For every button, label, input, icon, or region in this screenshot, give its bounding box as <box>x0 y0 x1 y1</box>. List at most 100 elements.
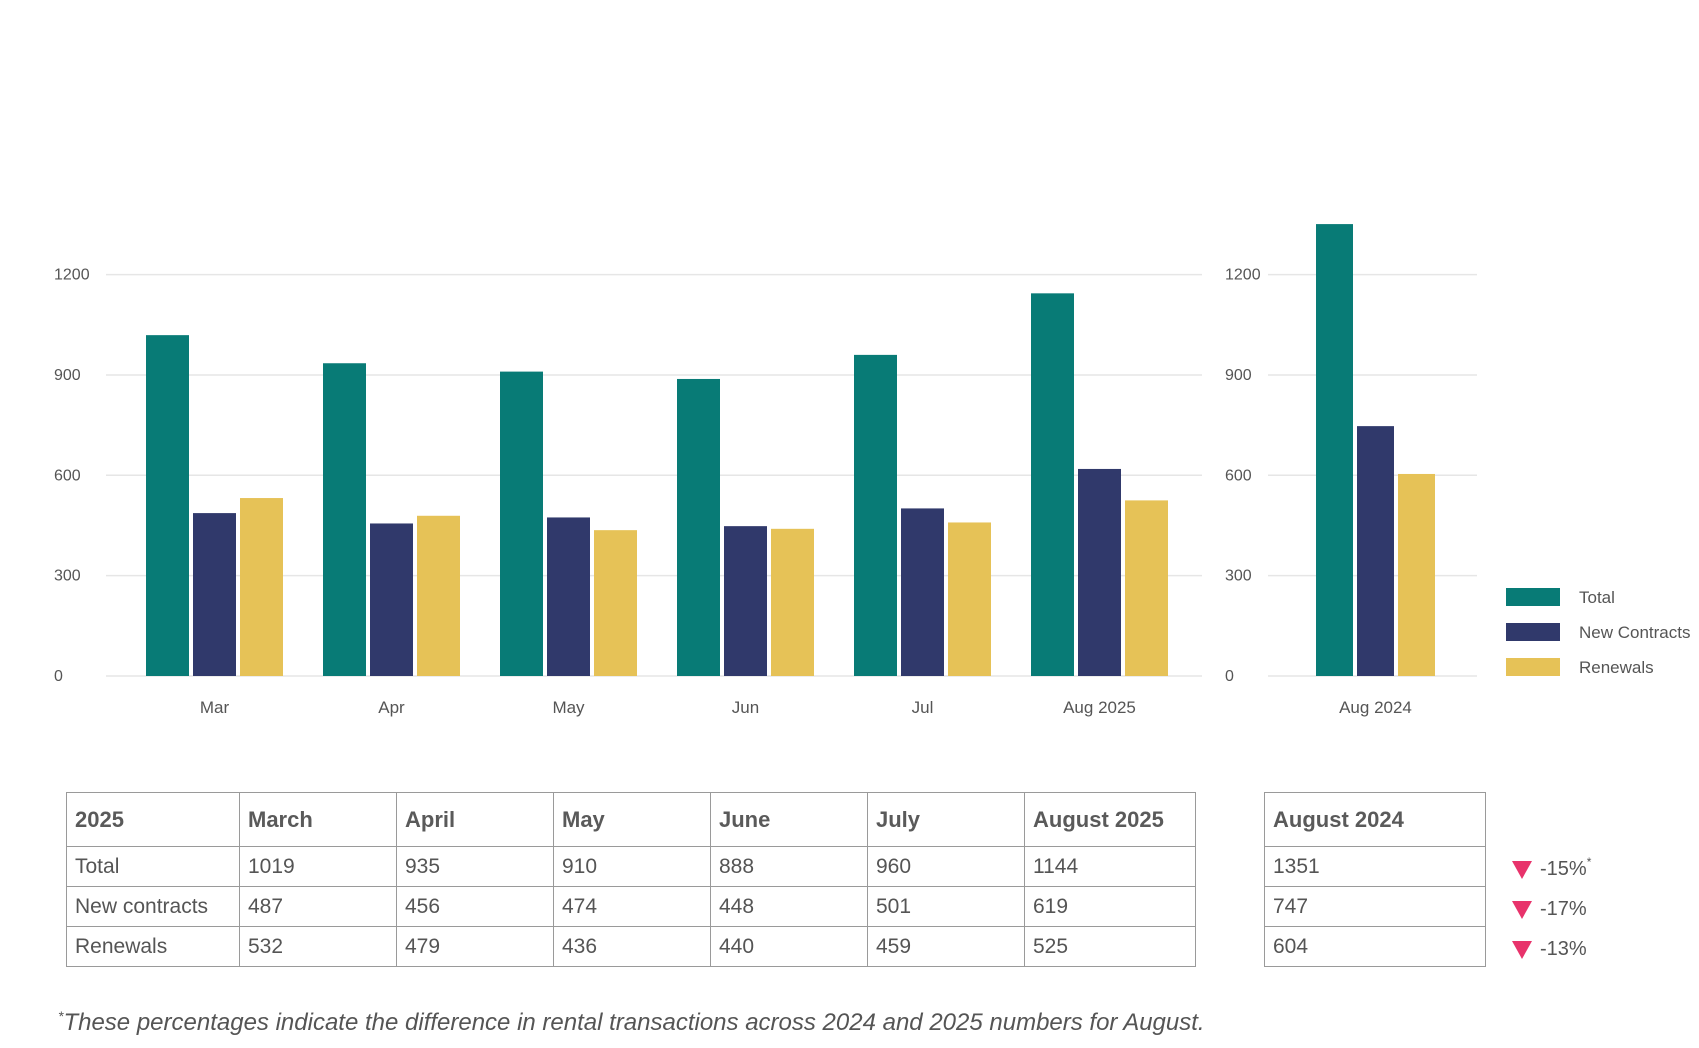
y-tick-label: 1200 <box>54 267 90 284</box>
y-tick-label: 900 <box>1225 367 1252 384</box>
x-tick-label: Mar <box>200 698 230 717</box>
x-tick-label: May <box>552 698 585 717</box>
table-row: 1351 <box>1264 846 1486 887</box>
table-cell: 960 <box>867 846 1025 887</box>
bar <box>1125 500 1168 676</box>
bar <box>500 371 543 676</box>
table-row: Renewals 532 479 436 440 459 525 <box>66 926 1196 967</box>
table-cell: 747 <box>1264 886 1486 927</box>
bar <box>1398 473 1435 676</box>
y-tick-label: 900 <box>54 367 81 384</box>
table-cell: 459 <box>867 926 1025 967</box>
table-cell: 474 <box>553 886 711 927</box>
bar <box>901 508 944 676</box>
bar <box>854 354 897 676</box>
bar <box>948 522 991 676</box>
x-tick-label: Aug 2025 <box>1063 698 1136 717</box>
y-tick-label: 300 <box>54 568 81 585</box>
table-header-cell: August 2025 <box>1024 792 1196 847</box>
y-tick-label: 1200 <box>1225 267 1261 284</box>
table-cell: Renewals <box>66 926 240 967</box>
table-header-cell: August 2024 <box>1264 792 1486 847</box>
bar <box>1078 468 1121 676</box>
table-row: 604 <box>1264 926 1486 967</box>
bar <box>594 530 637 676</box>
table-cell: 501 <box>867 886 1025 927</box>
legend-label: New Contracts <box>1579 623 1690 642</box>
x-tick-label: Aug 2024 <box>1339 698 1412 717</box>
table-header-row: August 2024 <box>1264 792 1486 847</box>
change-value: -17% <box>1540 898 1587 920</box>
table-header-cell: July <box>867 792 1025 847</box>
bar <box>323 363 366 676</box>
change-renewals: -13% <box>1512 938 1587 961</box>
table-header-cell: May <box>553 792 711 847</box>
change-new-contracts: -17% <box>1512 898 1587 921</box>
monthly-table: 2025 March April May June July August 20… <box>66 792 1196 967</box>
table-cell: 448 <box>710 886 868 927</box>
aug-2024-table: August 2024 1351 747 604 <box>1264 792 1486 967</box>
table-cell: 619 <box>1024 886 1196 927</box>
table-cell: 479 <box>396 926 554 967</box>
x-tick-label: Jun <box>732 698 759 717</box>
change-total: -15% * <box>1512 854 1592 881</box>
legend-swatch <box>1506 658 1560 676</box>
table-row: Total 1019 935 910 888 960 1144 <box>66 846 1196 887</box>
y-tick-label: 600 <box>54 467 81 484</box>
table-header-cell: March <box>239 792 397 847</box>
bar <box>146 335 189 676</box>
main-chart: 0 300 600 900 1200 Mar Apr May Jun Jul Aug 2025 <box>54 267 1202 717</box>
aug-2024-chart: 0 300 600 900 1200 Aug 2024 <box>1225 224 1477 717</box>
table-cell: Total <box>66 846 240 887</box>
bar <box>771 528 814 676</box>
bar <box>677 378 720 676</box>
y-tick-label: 300 <box>1225 568 1252 585</box>
y-tick-label: 0 <box>1225 668 1234 685</box>
bar <box>547 517 590 676</box>
table-cell: 888 <box>710 846 868 887</box>
table-cell: 487 <box>239 886 397 927</box>
y-tick-label: 600 <box>1225 467 1252 484</box>
down-arrow-icon <box>1512 940 1532 959</box>
bar <box>417 515 460 676</box>
x-tick-label: Apr <box>378 698 405 717</box>
legend: Total New Contracts Renewals <box>1506 588 1690 677</box>
table-cell: 1351 <box>1264 846 1486 887</box>
y-tick-label: 0 <box>54 668 63 685</box>
table-cell: 935 <box>396 846 554 887</box>
footnote: *These percentages indicate the differen… <box>58 1008 1205 1037</box>
legend-label: Total <box>1579 588 1615 607</box>
charts-area: 0 300 600 900 1200 Mar Apr May Jun Jul Aug 2025 0 3… <box>54 224 1690 717</box>
footnote-marker: * <box>58 1008 64 1024</box>
table-cell: 456 <box>396 886 554 927</box>
table-cell: 1019 <box>239 846 397 887</box>
bar <box>1316 224 1353 676</box>
table-row: 747 <box>1264 886 1486 927</box>
change-value: -13% <box>1540 938 1587 960</box>
bar <box>1031 293 1074 676</box>
table-row: New contracts 487 456 474 448 501 619 <box>66 886 1196 927</box>
footnote-text: These percentages indicate the differenc… <box>63 1009 1205 1036</box>
table-header-row: 2025 March April May June July August 20… <box>66 792 1196 847</box>
change-value: -15% <box>1540 858 1587 880</box>
x-tick-label: Jul <box>912 698 934 717</box>
bar <box>193 513 236 676</box>
table-header-cell: 2025 <box>66 792 240 847</box>
bar <box>724 526 767 676</box>
table-cell: New contracts <box>66 886 240 927</box>
down-arrow-icon <box>1512 860 1532 879</box>
table-cell: 436 <box>553 926 711 967</box>
legend-label: Renewals <box>1579 658 1654 677</box>
bar <box>1357 426 1394 676</box>
table-cell: 910 <box>553 846 711 887</box>
change-marker: * <box>1586 854 1592 869</box>
down-arrow-icon <box>1512 900 1532 919</box>
table-header-cell: April <box>396 792 554 847</box>
legend-swatch <box>1506 623 1560 641</box>
table-header-cell: June <box>710 792 868 847</box>
table-cell: 1144 <box>1024 846 1196 887</box>
legend-swatch <box>1506 588 1560 606</box>
bar <box>370 523 413 676</box>
bar <box>240 498 283 676</box>
table-cell: 440 <box>710 926 868 967</box>
